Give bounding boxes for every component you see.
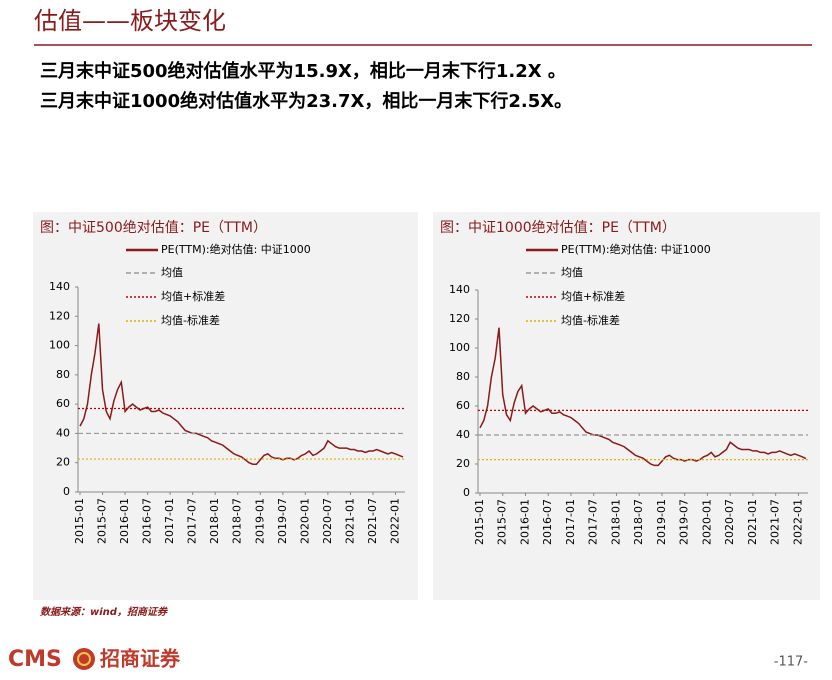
x-tick-label: 2019-07 bbox=[276, 498, 289, 544]
y-tick-label: 60 bbox=[56, 397, 70, 410]
x-tick-label: 2021-07 bbox=[769, 499, 782, 545]
x-tick-label: 2015-07 bbox=[96, 498, 109, 544]
legend-label: 均值-标准差 bbox=[161, 313, 220, 327]
x-tick-label: 2015-01 bbox=[473, 499, 486, 545]
x-tick-label: 2019-01 bbox=[253, 498, 266, 544]
y-tick-label: 100 bbox=[49, 339, 70, 352]
logo-icon bbox=[77, 652, 91, 666]
x-tick-label: 2019-07 bbox=[678, 499, 691, 545]
summary-line: 三月末中证1000绝对估值水平为23.7X，相比一月末下行2.5X。 bbox=[40, 90, 572, 112]
chart-title: 图：中证1000绝对估值：PE（TTM） bbox=[440, 220, 676, 236]
y-tick-label: 120 bbox=[449, 312, 470, 325]
x-tick-label: 2016-01 bbox=[518, 499, 531, 545]
x-tick-label: 2021-07 bbox=[366, 498, 379, 544]
y-tick-label: 60 bbox=[456, 399, 470, 412]
y-tick-label: 140 bbox=[49, 280, 70, 293]
x-tick-label: 2017-01 bbox=[163, 498, 176, 544]
x-tick-label: 2022-01 bbox=[791, 499, 804, 545]
x-tick-label: 2015-07 bbox=[496, 499, 509, 545]
x-tick-label: 2020-01 bbox=[298, 498, 311, 544]
legend-label: PE(TTM):绝对估值: 中证1000 bbox=[561, 242, 711, 256]
x-tick-label: 2018-07 bbox=[231, 498, 244, 544]
y-tick-label: 40 bbox=[456, 428, 470, 441]
y-tick-label: 0 bbox=[63, 485, 70, 498]
page-number: -117- bbox=[774, 655, 809, 670]
x-tick-label: 2021-01 bbox=[343, 498, 356, 544]
chart-panel bbox=[433, 212, 820, 600]
y-tick-label: 20 bbox=[456, 457, 470, 470]
y-tick-label: 140 bbox=[449, 283, 470, 296]
y-tick-label: 80 bbox=[56, 368, 70, 381]
legend-label: 均值 bbox=[561, 266, 583, 279]
brand-name: 招商证券 bbox=[100, 647, 181, 671]
series-line bbox=[79, 323, 404, 465]
x-tick-label: 2018-01 bbox=[208, 498, 221, 544]
legend-label: 均值+标准差 bbox=[161, 289, 225, 303]
source-note: 数据来源：wind，招商证券 bbox=[40, 606, 168, 618]
x-tick-label: 2016-01 bbox=[118, 498, 131, 544]
legend-label: 均值+标准差 bbox=[561, 289, 625, 303]
x-tick-label: 2020-01 bbox=[700, 499, 713, 545]
chart-panel bbox=[33, 212, 418, 600]
x-tick-label: 2020-07 bbox=[321, 498, 334, 544]
y-tick-label: 40 bbox=[56, 426, 70, 439]
y-tick-label: 120 bbox=[49, 309, 70, 322]
legend-label: 均值 bbox=[161, 266, 183, 279]
y-tick-label: 0 bbox=[463, 486, 470, 499]
y-tick-label: 80 bbox=[456, 370, 470, 383]
x-tick-label: 2015-01 bbox=[73, 498, 86, 544]
legend-label: PE(TTM):绝对估值: 中证1000 bbox=[161, 242, 311, 256]
summary-line: 三月末中证500绝对估值水平为15.9X，相比一月末下行1.2X 。 bbox=[40, 60, 566, 82]
y-tick-label: 100 bbox=[449, 341, 470, 354]
page-title: 估值——板块变化 bbox=[34, 7, 226, 35]
brand: CMS bbox=[8, 647, 62, 672]
chart-title: 图：中证500绝对估值：PE（TTM） bbox=[40, 220, 267, 236]
x-tick-label: 2016-07 bbox=[541, 499, 554, 545]
x-tick-label: 2020-07 bbox=[723, 499, 736, 545]
x-tick-label: 2017-07 bbox=[186, 498, 199, 544]
legend-label: 均值-标准差 bbox=[561, 313, 620, 327]
series-line bbox=[479, 327, 807, 467]
x-tick-label: 2017-01 bbox=[564, 499, 577, 545]
x-tick-label: 2018-07 bbox=[632, 499, 645, 545]
y-tick-label: 20 bbox=[56, 456, 70, 469]
x-tick-label: 2022-01 bbox=[388, 498, 401, 544]
logo-icon bbox=[73, 648, 95, 670]
x-tick-label: 2019-01 bbox=[655, 499, 668, 545]
x-tick-label: 2016-07 bbox=[141, 498, 154, 544]
x-tick-label: 2017-07 bbox=[587, 499, 600, 545]
x-tick-label: 2021-01 bbox=[746, 499, 759, 545]
x-tick-label: 2018-01 bbox=[609, 499, 622, 545]
